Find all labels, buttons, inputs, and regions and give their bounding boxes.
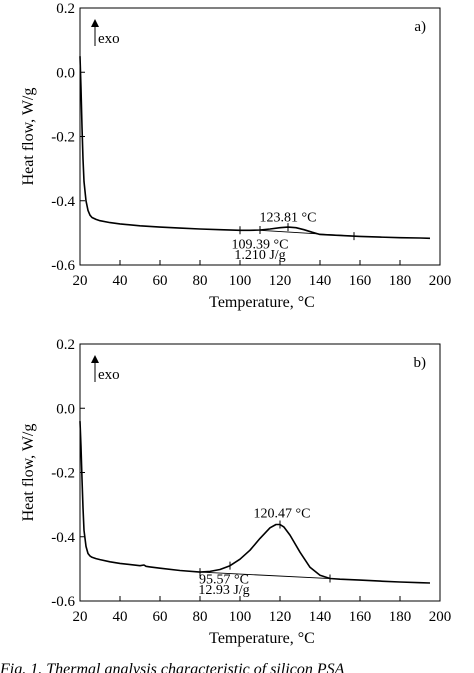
x-tick-label: 60 (153, 609, 168, 625)
panel-label: b) (414, 355, 427, 371)
x-tick-label: 80 (193, 609, 208, 625)
x-tick-label: 100 (229, 273, 252, 289)
annotation-label: 123.81 °C (260, 211, 317, 226)
y-tick-label: -0.2 (51, 130, 75, 146)
y-axis-title: Heat flow, W/g (20, 424, 37, 522)
exo-arrow-icon (91, 355, 99, 363)
y-axis-title: Heat flow, W/g (20, 88, 37, 186)
x-tick-label: 60 (153, 273, 168, 289)
y-tick-label: -0.2 (51, 466, 75, 482)
heat-flow-curve (79, 421, 431, 584)
x-tick-label: 80 (193, 273, 208, 289)
x-tick-label: 200 (429, 609, 452, 625)
y-tick-label: -0.6 (51, 258, 75, 274)
x-tick-label: 140 (309, 273, 332, 289)
exo-label: exo (98, 31, 120, 47)
annotation-label: 120.47 °C (254, 506, 311, 521)
plot-frame (79, 343, 441, 602)
x-tick-label: 20 (73, 273, 88, 289)
heat-flow-curve (79, 56, 431, 240)
x-tick-label: 140 (309, 609, 332, 625)
y-tick-label: 0.2 (56, 337, 75, 353)
annotation-label: 12.93 J/g (198, 583, 249, 598)
x-tick-label: 180 (389, 609, 412, 625)
y-tick-label: -0.4 (51, 194, 75, 210)
x-tick-label: 40 (113, 273, 128, 289)
y-tick-label: -0.4 (51, 530, 75, 546)
annotation-label: 109.39 °C (232, 237, 289, 252)
x-axis-title: Temperature, °C (209, 630, 315, 647)
figure-caption: Fig. 1. Thermal analysis characteristic … (0, 661, 345, 673)
chart-panel-a: 20 40 60 80 100 120 140 160 180 200 0.2 0.0 -0.2 -0.4… (20, 1, 451, 311)
x-tick-label: 120 (269, 609, 292, 625)
peak-baseline (259, 229, 355, 237)
x-tick-label: 160 (349, 609, 372, 625)
x-tick-label: 160 (349, 273, 372, 289)
x-tick-label: 20 (73, 609, 88, 625)
panel-label: a) (414, 19, 426, 35)
x-tick-label: 200 (429, 273, 452, 289)
x-tick-label: 100 (229, 609, 252, 625)
exo-label: exo (98, 367, 120, 383)
y-tick-label: 0.2 (56, 1, 75, 17)
y-tick-label: 0.0 (56, 65, 75, 81)
y-tick-label: 0.0 (56, 401, 75, 417)
x-tick-label: 40 (113, 609, 128, 625)
y-tick-label: -0.6 (51, 594, 75, 610)
x-tick-label: 120 (269, 273, 292, 289)
annotation-label: 1.210 J/g (234, 248, 285, 263)
chart-panel-b: 20 40 60 80 100 120 140 160 180 200 0.2 0.0 -0.2 -0.4… (20, 337, 451, 647)
annotation-label: 95.57 °C (199, 572, 249, 587)
x-tick-label: 180 (389, 273, 412, 289)
exo-arrow-icon (91, 19, 99, 27)
peak-baseline (199, 571, 331, 579)
x-axis-title: Temperature, °C (209, 294, 315, 311)
